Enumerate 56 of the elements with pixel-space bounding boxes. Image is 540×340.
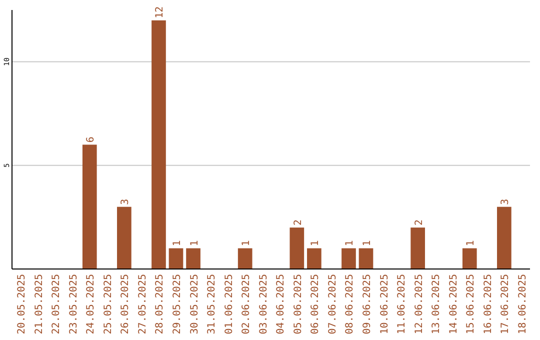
- data-label: 2: [414, 220, 425, 226]
- x-tick-label: 27.05.2025: [137, 274, 148, 334]
- bar: [410, 228, 425, 269]
- bar: [117, 206, 132, 269]
- x-tick-label: 29.05.2025: [172, 274, 183, 334]
- x-tick-label: 10.06.2025: [379, 274, 390, 334]
- bar: [152, 20, 166, 269]
- x-tick-label: 30.05.2025: [189, 274, 200, 334]
- x-tick-label: 09.06.2025: [362, 274, 373, 334]
- data-label: 1: [241, 240, 252, 246]
- bar: [497, 206, 512, 269]
- x-tick-label: 14.06.2025: [448, 274, 460, 334]
- data-label: 2: [292, 220, 304, 226]
- x-tick-label: 18.06.2025: [517, 274, 528, 334]
- x-tick-label: 15.06.2025: [466, 274, 477, 334]
- data-label: 1: [310, 240, 322, 246]
- x-tick-label: 25.05.2025: [102, 274, 114, 334]
- bar: [342, 248, 356, 269]
- data-label: 6: [86, 136, 97, 143]
- x-tick-label: 02.06.2025: [241, 274, 252, 334]
- data-label: 1: [189, 240, 200, 246]
- bar: [290, 228, 304, 269]
- data-label: 1: [466, 240, 477, 246]
- data-label: 3: [500, 198, 512, 205]
- x-tick-label: 05.06.2025: [292, 274, 304, 334]
- x-tick-label: 04.06.2025: [276, 274, 287, 334]
- x-tick-label: 06.06.2025: [310, 274, 322, 334]
- data-label: 1: [172, 240, 183, 246]
- x-tick-label: 28.05.2025: [154, 274, 166, 334]
- bar: [307, 248, 322, 269]
- x-tick-label: 22.05.2025: [51, 274, 62, 334]
- x-tick-label: 24.05.2025: [86, 274, 97, 334]
- data-label: 1: [344, 240, 356, 246]
- x-tick-label: 07.06.2025: [327, 274, 338, 334]
- x-tick-label: 26.05.2025: [120, 274, 132, 334]
- data-label: 12: [154, 6, 166, 18]
- bar: [358, 248, 374, 269]
- x-tick-label: 01.06.2025: [224, 274, 235, 334]
- x-tick-label: 13.06.2025: [431, 274, 442, 334]
- x-tick-label: 21.05.2025: [34, 274, 45, 334]
- bar: [168, 248, 184, 269]
- bar: [238, 248, 252, 269]
- bar: [186, 248, 200, 269]
- data-label: 1: [362, 240, 373, 246]
- data-label: 3: [120, 198, 132, 205]
- x-tick-label: 31.05.2025: [206, 274, 218, 334]
- x-tick-label: 08.06.2025: [344, 274, 356, 334]
- x-tick-label: 03.06.2025: [258, 274, 270, 334]
- x-tick-label: 11.06.2025: [396, 274, 408, 334]
- x-tick-label: 16.06.2025: [482, 274, 494, 334]
- bar: [462, 248, 477, 269]
- bar: [82, 144, 97, 269]
- x-tick-label: 12.06.2025: [414, 274, 425, 334]
- x-tick-label: 17.06.2025: [500, 274, 512, 334]
- x-tick-label: 20.05.2025: [16, 274, 28, 334]
- x-tick-label: 23.05.2025: [68, 274, 80, 334]
